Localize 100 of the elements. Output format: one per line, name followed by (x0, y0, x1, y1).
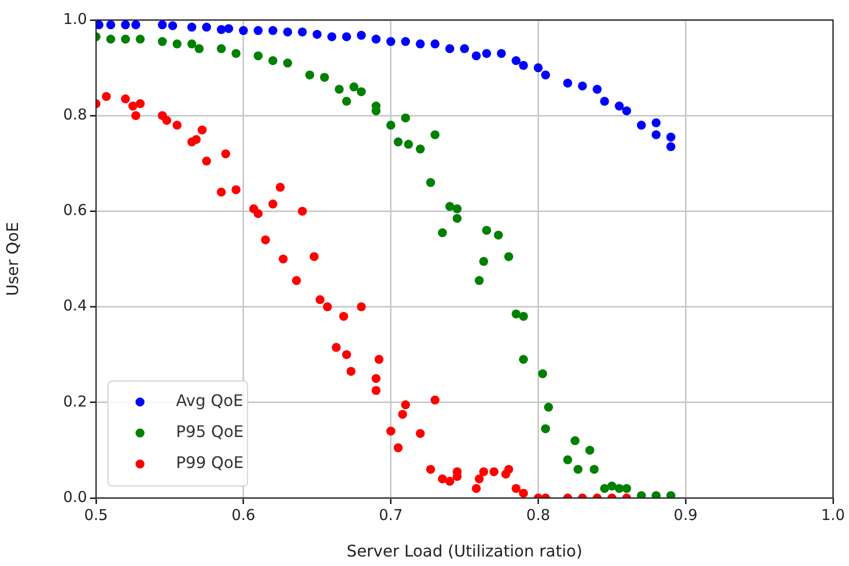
point (518, 60, 528, 70)
point (120, 20, 130, 30)
point (334, 84, 344, 94)
point (636, 120, 646, 130)
point (202, 22, 212, 32)
x-tick-label: 0.5 (84, 506, 108, 524)
point (666, 142, 676, 152)
point (120, 34, 130, 44)
point (187, 22, 196, 32)
point (622, 484, 632, 493)
point (652, 118, 661, 128)
point (136, 34, 145, 44)
point (224, 24, 234, 34)
point (479, 256, 488, 266)
point (438, 228, 447, 238)
point (168, 21, 178, 30)
x-tick-label: 0.7 (378, 506, 403, 524)
point (232, 48, 241, 58)
point (574, 464, 582, 474)
point (401, 37, 410, 46)
legend-label: P95 QoE (176, 422, 244, 442)
point (482, 226, 492, 235)
point (652, 130, 661, 140)
point (158, 20, 167, 30)
point (416, 144, 425, 154)
point (472, 51, 481, 60)
point (538, 369, 548, 378)
point (541, 424, 550, 434)
y-axis-title: User QoE (2, 222, 22, 296)
point (426, 178, 436, 188)
point (518, 354, 528, 364)
point (305, 70, 314, 80)
x-tick-label: 1.0 (821, 506, 845, 524)
point (430, 39, 440, 48)
point (544, 402, 554, 412)
point (512, 56, 521, 66)
y-tick-label: 0.2 (63, 392, 87, 410)
legend-label: P99 QoE (176, 453, 244, 472)
point (131, 20, 140, 30)
point (320, 72, 329, 82)
point (268, 26, 278, 36)
point (578, 81, 587, 90)
point (194, 44, 204, 54)
point (512, 309, 521, 318)
point (401, 113, 410, 122)
point (607, 482, 616, 491)
point (216, 44, 226, 54)
point (356, 30, 366, 40)
point (106, 20, 116, 30)
point (106, 34, 116, 44)
point (298, 27, 307, 36)
point (452, 214, 462, 223)
point (496, 48, 506, 58)
point (452, 204, 462, 214)
point (585, 446, 594, 455)
y-tick-label: 1.0 (63, 10, 87, 28)
point (372, 34, 381, 44)
y-tick-label: 0.4 (63, 296, 87, 315)
x-tick-label: 0.6 (231, 506, 256, 524)
point (600, 484, 610, 493)
point (404, 140, 413, 149)
point (614, 102, 624, 111)
point (312, 30, 322, 39)
point (386, 120, 396, 130)
point (349, 82, 358, 92)
point (563, 455, 572, 464)
point (254, 51, 263, 60)
point (570, 436, 580, 446)
x-tick-label: 0.8 (526, 506, 550, 524)
point (430, 130, 440, 140)
point (445, 202, 454, 211)
point (268, 56, 278, 66)
point (238, 26, 248, 36)
x-tick-label: 0.9 (674, 506, 698, 524)
point (563, 78, 572, 88)
point (283, 27, 292, 36)
point (386, 37, 396, 46)
point (622, 106, 632, 116)
point (504, 252, 514, 262)
point (187, 39, 196, 48)
point (342, 32, 352, 42)
point (460, 44, 469, 54)
y-tick-label: 0.0 (63, 488, 87, 506)
point (445, 44, 454, 54)
point (494, 230, 503, 240)
legend-label: Avg QoE (176, 391, 244, 410)
point (534, 63, 543, 72)
y-tick-label: 0.8 (63, 105, 87, 124)
point (592, 84, 602, 94)
point (482, 48, 492, 58)
point (342, 96, 352, 106)
point (356, 87, 366, 96)
point (416, 39, 425, 48)
point (474, 276, 484, 286)
x-axis-title: Server Load (Utilization ratio) (346, 542, 582, 561)
point (666, 132, 676, 142)
point (283, 58, 292, 68)
point (254, 26, 263, 36)
point (518, 312, 528, 321)
point (327, 32, 336, 42)
